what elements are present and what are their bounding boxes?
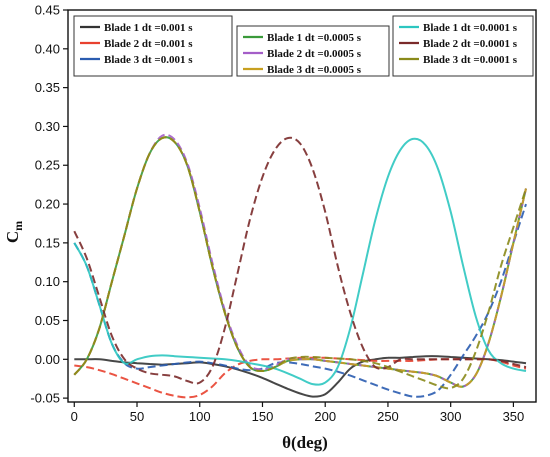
series-lines [73,133,527,399]
y-tick-label: 0.10 [35,274,60,289]
x-tick-label: 350 [503,409,525,424]
legend-box [73,15,233,77]
y-tick-label: 0.15 [35,235,60,250]
y-axis-title-sub: m [11,221,25,231]
y-tick-label: 0.00 [35,352,60,367]
y-tick-label: 0.30 [35,119,60,134]
legend-label: Blade 2 dt =0.0005 s [267,48,362,60]
series-line-3 [73,136,527,388]
series-line-2 [73,203,527,398]
x-tick-label: 100 [189,409,211,424]
x-tick-label: 250 [377,409,399,424]
x-axis-title: θ(deg) [282,433,328,452]
y-tick-label: 0.45 [35,3,60,18]
series-line-1 [74,356,527,399]
y-tick-label: 0.20 [35,197,60,212]
y-tick-label: 0.05 [35,313,60,328]
x-tick-label: 50 [130,409,144,424]
y-axis-title-main: C [3,231,22,243]
series-line-7 [73,136,527,385]
legend-label: Blade 2 dt =0.001 s [104,38,193,50]
y-tick-label: 0.25 [35,158,60,173]
legend-box [236,25,390,77]
y-axis-ticks: -0.05 0.00 0.05 0.10 0.15 0.20 0.25 0.30 0.35 0.4… [30,3,68,406]
legend-label: Blade 1 dt =0.0005 s [267,32,362,44]
legend-label: Blade 2 dt =0.0001 s [423,38,518,50]
legend-label: Blade 1 dt =0.0001 s [423,22,518,34]
series-line-8 [73,136,527,390]
series-line-0 [74,355,527,398]
legend-label: Blade 3 dt =0.0001 s [423,54,518,66]
series-line-6 [73,137,527,386]
legend-label: Blade 3 dt =0.0005 s [267,64,362,76]
legend-label: Blade 3 dt =0.001 s [104,54,193,66]
plot-frame [67,9,537,403]
y-tick-label: 0.35 [35,80,60,95]
y-tick-label: -0.05 [30,391,60,406]
x-tick-label: 150 [252,409,274,424]
x-tick-label: 0 [71,409,78,424]
y-tick-label: 0.40 [35,41,60,56]
y-axis-title: Cm [3,221,25,243]
legend: Blade 1 dt =0.001 s Blade 2 dt =0.001 s Bl… [73,15,534,77]
x-tick-label: 200 [314,409,336,424]
legend-label: Blade 1 dt =0.001 s [104,22,193,34]
x-axis-ticks: 0 50 100 150 200 250 300 350 [71,402,525,424]
x-tick-label: 300 [440,409,462,424]
